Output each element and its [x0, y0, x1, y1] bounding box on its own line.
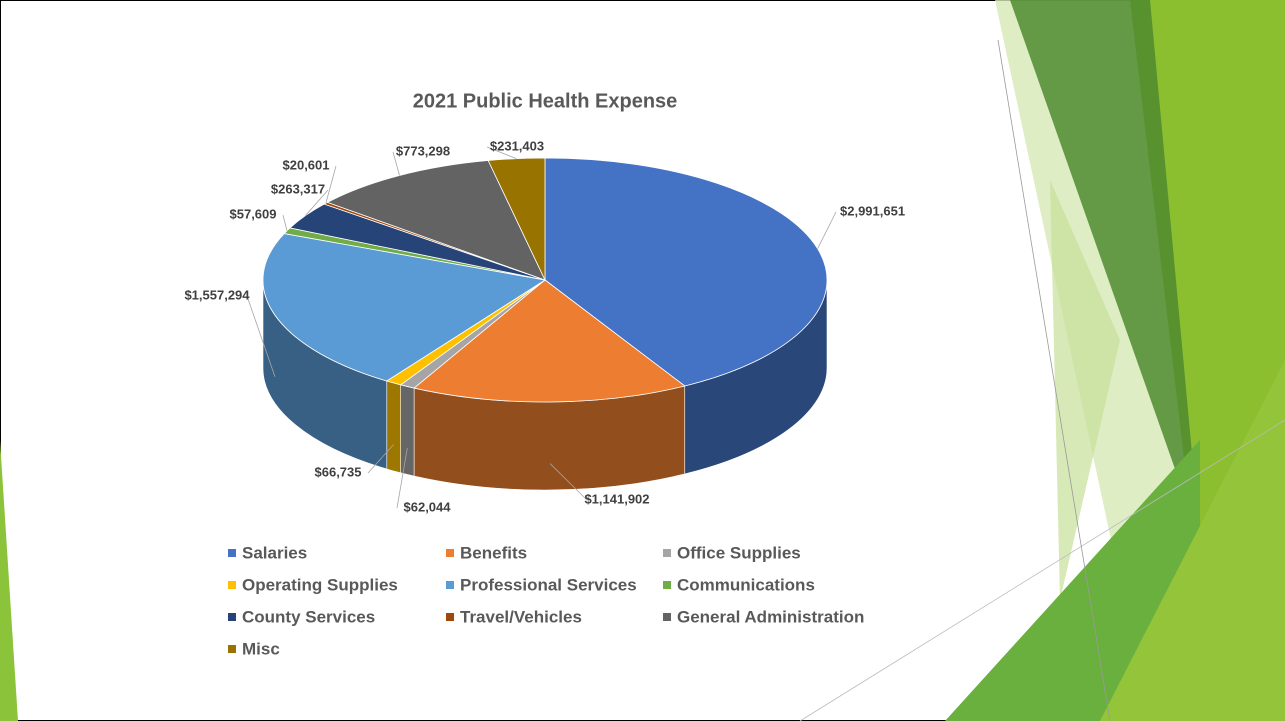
- legend-swatch: [446, 549, 454, 557]
- slice: [487, 157, 546, 281]
- deco-shape: [0, 440, 18, 721]
- data-label: $2,991,651: [840, 203, 905, 218]
- legend-label: Benefits: [460, 543, 527, 562]
- leader-line: [392, 151, 400, 176]
- leader-line: [396, 448, 408, 509]
- leader-line: [367, 444, 394, 474]
- legend-label: Operating Supplies: [242, 575, 398, 594]
- chart-title: 2021 Public Health Expense: [413, 90, 678, 112]
- legend-swatch: [446, 613, 454, 621]
- legend-label: Travel/Vehicles: [460, 607, 582, 626]
- leader-line: [549, 463, 588, 501]
- legend-swatch: [446, 581, 454, 589]
- legend-label: County Services: [242, 607, 375, 626]
- leader-line: [282, 214, 288, 231]
- slice: [413, 279, 686, 403]
- data-label: $231,403: [490, 138, 544, 153]
- legend-swatch: [228, 645, 236, 653]
- data-label: $1,141,902: [584, 491, 649, 506]
- legend-label: General Administration: [677, 607, 864, 626]
- data-label: $773,298: [396, 143, 450, 158]
- legend-label: Misc: [242, 639, 280, 658]
- deco-shape: [1100, 360, 1285, 721]
- data-label: $20,601: [283, 157, 330, 172]
- legend-swatch: [663, 613, 671, 621]
- data-label: $1,557,294: [184, 287, 250, 302]
- deco-line: [799, 419, 1285, 721]
- leader-line: [325, 165, 337, 204]
- leader-line: [305, 189, 329, 216]
- slice: [544, 157, 828, 387]
- legend-label: Professional Services: [460, 575, 637, 594]
- legend-swatch: [663, 581, 671, 589]
- deco-line: [997, 39, 1111, 721]
- data-label: $263,317: [271, 181, 325, 196]
- leader-line: [817, 211, 837, 249]
- legend-label: Salaries: [242, 543, 307, 562]
- data-label: $57,609: [230, 206, 277, 221]
- slice: [326, 160, 546, 281]
- leader-line: [246, 295, 276, 377]
- legend-label: Office Supplies: [677, 543, 801, 562]
- legend-label: Communications: [677, 575, 815, 594]
- legend-swatch: [228, 581, 236, 589]
- deco-shape: [1050, 180, 1120, 600]
- legend-swatch: [228, 549, 236, 557]
- legend-swatch: [663, 549, 671, 557]
- data-label: $62,044: [404, 499, 452, 514]
- deco-shape: [1010, 0, 1200, 540]
- slice-side: [400, 384, 415, 477]
- slice: [262, 233, 547, 382]
- data-label: $66,735: [315, 464, 362, 479]
- slice-side: [386, 380, 401, 474]
- legend-swatch: [228, 613, 236, 621]
- leader-line: [486, 146, 517, 159]
